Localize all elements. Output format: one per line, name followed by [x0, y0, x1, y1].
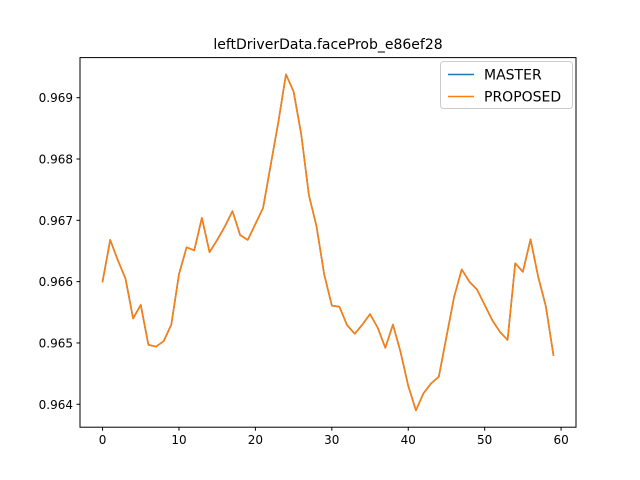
chart-title: leftDriverData.faceProb_e86ef28: [213, 37, 442, 53]
x-tick-label: 50: [477, 433, 492, 447]
series-line-proposed: [101, 73, 555, 412]
x-axis: 0 10 20 30 40 50 60: [99, 427, 569, 447]
legend-label-master: MASTER: [484, 68, 542, 84]
y-tick-label: 0.967: [39, 214, 73, 228]
x-tick-label: 20: [248, 433, 263, 447]
axes-frame: [79, 57, 577, 428]
legend: MASTER PROPOSED: [440, 61, 573, 109]
legend-label-proposed: PROPOSED: [484, 90, 561, 106]
x-tick-label: 30: [324, 433, 339, 447]
series-line-master: [101, 73, 555, 412]
x-tick-label: 0: [99, 433, 107, 447]
y-tick-label: 0.965: [39, 336, 73, 350]
y-tick-label: 0.964: [39, 398, 73, 412]
x-tick-label: 10: [171, 433, 186, 447]
y-axis: 0.964 0.965 0.966 0.967 0.968 0.969: [39, 91, 80, 412]
plot-series: [101, 73, 555, 412]
x-tick-label: 60: [553, 433, 568, 447]
x-tick-label: 40: [401, 433, 416, 447]
y-tick-label: 0.968: [39, 153, 73, 167]
y-tick-label: 0.969: [39, 91, 73, 105]
y-tick-label: 0.966: [39, 275, 73, 289]
